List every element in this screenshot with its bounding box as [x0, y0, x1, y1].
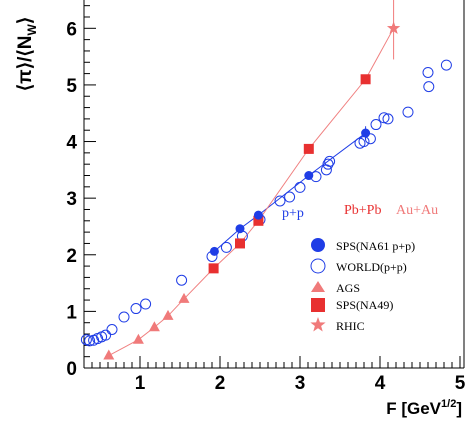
world-pp-point — [423, 67, 433, 77]
world-pp-point — [441, 60, 451, 70]
ags-point — [149, 321, 160, 331]
ags-point — [103, 350, 114, 360]
legend-marker-na49 — [311, 298, 325, 312]
na49-point — [304, 144, 314, 154]
world-pp-point — [424, 82, 434, 92]
legend-marker-ags — [311, 281, 325, 292]
world-pp-point — [295, 182, 305, 192]
na49-point — [235, 238, 245, 248]
x-tick-label: 2 — [215, 373, 226, 394]
na49-point — [209, 263, 219, 273]
y-tick-label: 1 — [66, 302, 77, 323]
na49-point — [361, 74, 371, 84]
x-tick-label: 4 — [375, 373, 386, 394]
world-pp-point — [119, 312, 129, 322]
world-pp-point — [101, 330, 111, 340]
y-tick-label: 0 — [66, 359, 77, 380]
legend-label-world: WORLD(p+p) — [336, 260, 407, 274]
world-pp-point — [107, 325, 117, 335]
legend-label-na61: SPS(NA61 p+p) — [336, 239, 415, 253]
axes-frame — [84, 0, 464, 368]
legend-marker-world — [311, 259, 325, 273]
y-axis-label: ⟨π⟩/⟨NW⟩ — [15, 17, 39, 92]
world-pp-point — [285, 192, 295, 202]
world-pp-point — [403, 107, 413, 117]
world-pp-point — [221, 242, 231, 252]
legend-heading-pp: p+p — [282, 206, 304, 221]
y-tick-label: 2 — [66, 246, 77, 267]
world-pp-point — [141, 299, 151, 309]
legend-label-rhic: RHIC — [336, 319, 365, 333]
x-tick-label: 5 — [455, 373, 466, 394]
world-pp-point — [325, 156, 335, 166]
world-pp-point — [131, 304, 141, 314]
legend-marker-rhic — [310, 317, 325, 331]
legend-marker-na61 — [311, 238, 325, 252]
na61-point — [236, 224, 245, 233]
y-tick-label: 6 — [66, 19, 77, 40]
y-tick-label: 3 — [66, 189, 77, 210]
world-pp-point — [359, 137, 369, 147]
legend-label-na49: SPS(NA49) — [336, 298, 393, 312]
world-pp-point — [177, 275, 187, 285]
legend-heading-auau: Au+Au — [396, 203, 438, 218]
world-pp-point — [371, 120, 381, 130]
na61-point — [361, 129, 370, 138]
data-markers — [81, 0, 451, 360]
x-axis-label: F [GeV1/2] — [386, 398, 462, 418]
legend-label-ags: AGS — [336, 281, 360, 295]
x-tick-label: 1 — [135, 373, 146, 394]
ags-point — [133, 334, 144, 344]
na61-point — [210, 247, 219, 256]
x-tick-label: 3 — [295, 373, 306, 394]
na61-point — [254, 211, 263, 220]
y-tick-label: 4 — [66, 133, 77, 154]
legend-heading-pbpb: Pb+Pb — [344, 203, 381, 218]
y-tick-label: 5 — [66, 76, 77, 97]
na61-point — [304, 171, 313, 180]
legend: p+p Pb+Pb Au+Au SPS(NA61 p+p) WORLD(p+p)… — [282, 203, 438, 333]
